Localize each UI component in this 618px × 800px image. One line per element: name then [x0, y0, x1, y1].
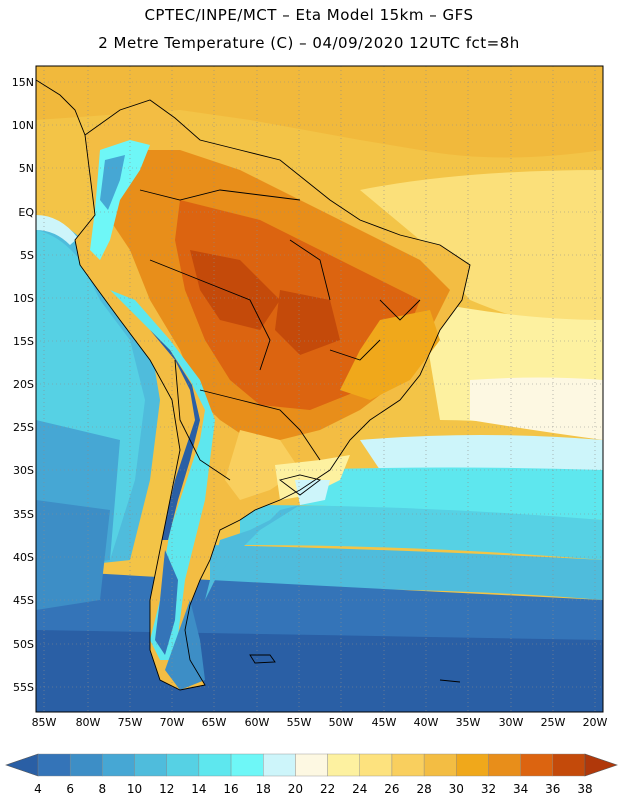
colorbar-swatch [488, 753, 521, 777]
lat-label: 30S [13, 464, 34, 477]
lat-label: 20S [13, 378, 34, 391]
lon-label: 80W [75, 716, 101, 729]
title-line-2: 2 Metre Temperature (C) – 04/09/2020 12U… [98, 34, 520, 52]
lat-label: EQ [18, 206, 34, 219]
lat-label: 15S [13, 335, 34, 348]
colorbar-tick-label: 38 [577, 782, 593, 796]
colorbar-tick-label: 20 [287, 782, 304, 796]
colorbar-arrow-low [5, 753, 39, 777]
colorbar-tick-label: 4 [34, 782, 42, 796]
colorbar-swatch [359, 753, 393, 777]
lon-label: 70W [159, 716, 185, 729]
colorbar-swatch [166, 753, 200, 777]
colorbar-tick-label: 18 [255, 782, 271, 796]
colorbar-swatch [263, 753, 296, 777]
lat-label: 15N [11, 76, 34, 89]
lat-label: 10S [13, 292, 34, 305]
colorbar-swatch [456, 753, 489, 777]
colorbar-tick-label: 34 [513, 782, 529, 796]
colorbar-tick-label: 22 [319, 782, 336, 796]
lat-label: 45S [13, 594, 34, 607]
colorbar-swatch [230, 753, 264, 777]
title-line-1: CPTEC/INPE/MCT – Eta Model 15km – GFS [144, 6, 474, 24]
lon-label: 35W [455, 716, 481, 729]
colorbar-swatch [391, 753, 425, 777]
lat-label: 50S [13, 638, 34, 651]
colorbar-tick-label: 32 [480, 782, 497, 796]
colorbar-arrow-high [584, 753, 618, 777]
colorbar-swatch [295, 753, 328, 777]
lat-label: 55S [13, 681, 34, 694]
lon-label: 50W [328, 716, 354, 729]
colorbar-tick-label: 26 [384, 782, 400, 796]
colorbar-tick-label: 36 [545, 782, 561, 796]
colorbar-swatch [134, 753, 167, 777]
colorbar-swatch [102, 753, 135, 777]
colorbar-swatch [69, 753, 103, 777]
lon-label: 25W [540, 716, 566, 729]
coastline-and-borders [36, 79, 471, 691]
colorbar-tick-label: 6 [66, 782, 74, 796]
lon-label: 55W [286, 716, 312, 729]
lat-label: 5S [20, 249, 34, 262]
lon-label: 75W [117, 716, 143, 729]
colorbar-tick-label: 24 [352, 782, 368, 796]
colorbar-tick-label: 12 [159, 782, 175, 796]
colorbar-swatch [520, 753, 554, 777]
colorbar-swatch [423, 753, 457, 777]
lon-label: 40W [413, 716, 439, 729]
colorbar-tick-label: 16 [223, 782, 239, 796]
lon-label: 60W [244, 716, 270, 729]
temperature-field [36, 66, 603, 712]
lat-label: 5N [18, 162, 34, 175]
colorbar-tick-label: 14 [191, 782, 207, 796]
lat-label: 40S [13, 551, 34, 564]
lat-label: 35S [13, 508, 34, 521]
colorbar-tick-label: 28 [416, 782, 432, 796]
colorbar-swatch [198, 753, 232, 777]
colorbar-swatch [327, 753, 360, 777]
lat-label: 25S [13, 421, 34, 434]
colorbar-tick-label: 8 [98, 782, 107, 796]
colorbar [5, 753, 618, 777]
lat-label: 10N [11, 119, 34, 132]
lon-label: 20W [582, 716, 608, 729]
colorbar-tick-label: 10 [126, 782, 143, 796]
colorbar-swatch [552, 753, 586, 777]
lon-label: 65W [201, 716, 227, 729]
lon-label: 45W [371, 716, 397, 729]
lon-label: 85W [31, 716, 57, 729]
colorbar-tick-label: 30 [448, 782, 464, 796]
colorbar-swatch [37, 753, 71, 777]
lon-label: 30W [498, 716, 524, 729]
